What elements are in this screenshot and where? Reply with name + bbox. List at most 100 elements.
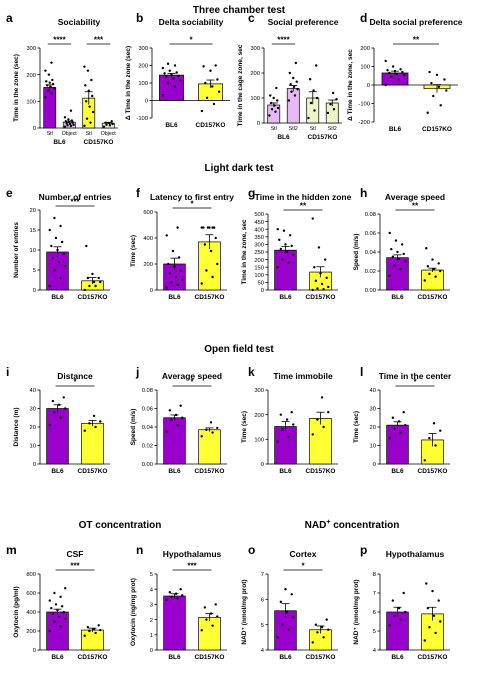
panel-d: d Delta social preference -200 -100 0 100 200 Δ… [347, 11, 463, 133]
data-point-h [402, 252, 405, 256]
data-point-k [320, 396, 324, 399]
data-point-a [102, 125, 106, 128]
y-tick-label-l: 40 [370, 388, 376, 394]
data-point-p [399, 618, 402, 621]
data-point-d [395, 72, 399, 76]
y-tick-label-g: 300 [254, 243, 264, 249]
panel-letter-j: j [135, 365, 139, 379]
data-point-c [315, 64, 318, 67]
data-point-c [329, 103, 332, 106]
x-tick-label-d: BL6 [389, 126, 402, 133]
data-point-b [204, 81, 207, 85]
panel-letter-o: o [248, 543, 255, 557]
data-point-i [53, 411, 56, 414]
data-point-c [273, 104, 276, 107]
data-point-c [270, 108, 274, 111]
data-point-d [397, 78, 400, 81]
data-point-c [290, 90, 293, 93]
data-point-a [110, 120, 113, 123]
data-point-e [48, 284, 51, 288]
data-point-i [64, 407, 67, 410]
data-point-b [177, 74, 180, 78]
y-tick-label-i: 30 [30, 407, 36, 413]
y-tick-label-j: 0.06 [142, 407, 153, 413]
data-point-b [205, 96, 209, 100]
y-tick-label-d: 200 [360, 46, 370, 52]
data-point-f [173, 265, 176, 268]
y-tick-label-l: 10 [370, 444, 376, 450]
data-point-g [311, 288, 314, 292]
panel-letter-b: b [136, 11, 143, 25]
data-point-c [269, 94, 272, 97]
y-tick-label-g: 250 [254, 250, 264, 256]
group-label-c: BL6 [277, 134, 290, 141]
data-point-e [85, 244, 88, 248]
data-point-e [56, 248, 59, 252]
data-point-l [388, 436, 391, 440]
data-point-e [99, 280, 102, 284]
data-point-i [57, 403, 61, 406]
data-point-k [276, 440, 279, 443]
y-axis-label-o: NAD⁺ (nmol/mg prot) [241, 579, 248, 644]
data-point-i [99, 420, 102, 423]
bar-a-0 [43, 87, 57, 129]
sig-label-a: *** [94, 36, 104, 45]
panel-letter-a: a [6, 11, 13, 25]
data-point-a [111, 122, 114, 126]
sig-label-n: *** [187, 562, 197, 571]
sig-label-g: ** [300, 202, 307, 211]
data-point-e [59, 224, 62, 228]
y-tick-label-m: 400 [26, 610, 36, 616]
data-point-f [211, 226, 214, 229]
data-point-l [397, 420, 401, 423]
data-point-j [176, 423, 179, 427]
x-tick-label-c: Stl [271, 126, 277, 132]
data-point-a [68, 122, 72, 126]
bar-n-1 [198, 616, 221, 651]
data-point-b [165, 75, 168, 79]
y-tick-label-a: 200 [26, 73, 36, 79]
data-point-m [64, 617, 67, 620]
data-point-i [92, 414, 96, 418]
data-point-c [275, 86, 278, 90]
y-tick-label-i: 10 [30, 444, 36, 450]
x-tick-label-e: BL6 [51, 294, 64, 301]
x-tick-label-m: CD157KO [78, 654, 108, 661]
data-point-a [91, 110, 95, 114]
data-point-c [272, 96, 275, 100]
data-point-j [165, 430, 168, 433]
sig-label-m: *** [70, 562, 80, 571]
data-point-a [70, 119, 74, 122]
panel-title-h: Average speed [385, 192, 445, 202]
data-point-h [391, 255, 395, 258]
data-point-f [200, 226, 203, 229]
panel-title-g: Time in the hidden zone [255, 192, 352, 202]
panel-letter-c: c [248, 11, 255, 25]
data-point-k [311, 433, 314, 436]
data-point-a [50, 61, 53, 64]
data-point-e [83, 288, 86, 292]
y-axis-label-j: Speed (m/s) [130, 409, 137, 446]
data-point-f [206, 226, 210, 229]
y-tick-label-n: 4 [150, 587, 154, 593]
y-tick-label-d: 100 [360, 65, 370, 71]
data-point-a [69, 124, 73, 128]
panel-letter-m: m [6, 543, 17, 557]
data-point-h [388, 274, 391, 277]
panel-title-o: Cortex [290, 549, 317, 559]
y-tick-label-b: 200 [138, 64, 148, 70]
data-point-d [428, 70, 431, 74]
panel-a: a Sociability 0 100 200 300 Time in the zone (… [6, 11, 118, 146]
y-tick-label-b: 300 [138, 46, 148, 52]
x-tick-label-i: BL6 [51, 468, 64, 475]
data-point-f [176, 226, 179, 229]
data-point-k [292, 423, 295, 426]
panel-letter-i: i [6, 365, 9, 379]
data-point-j [205, 428, 208, 431]
data-point-o [281, 623, 284, 626]
data-point-j [200, 435, 203, 438]
data-point-o [285, 610, 289, 614]
y-tick-label-o: 5 [261, 623, 264, 629]
x-tick-label-a: Object [62, 131, 78, 137]
data-point-e [48, 228, 51, 232]
